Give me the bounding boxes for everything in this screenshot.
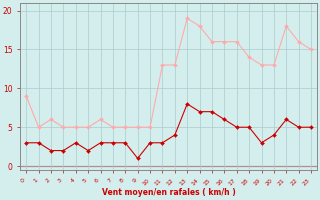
X-axis label: Vent moyen/en rafales ( km/h ): Vent moyen/en rafales ( km/h ) [102, 188, 236, 197]
